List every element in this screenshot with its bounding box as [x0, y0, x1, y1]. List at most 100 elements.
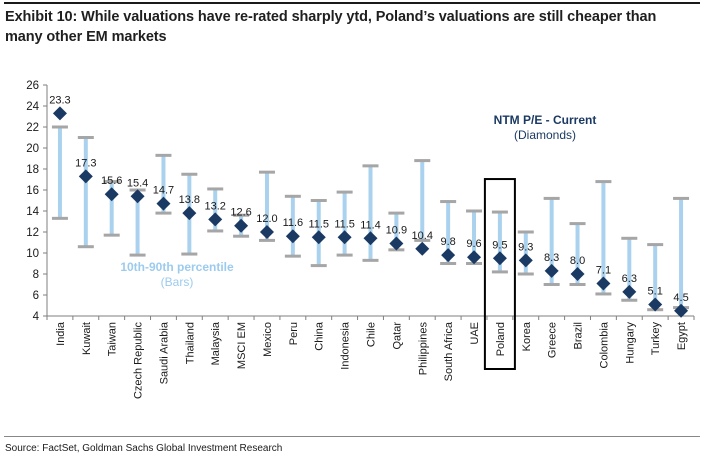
percentile-cap-top [103, 180, 120, 184]
current-pe-diamond [389, 236, 404, 251]
current-pe-label: 10.4 [412, 230, 433, 242]
percentile-cap-top [77, 136, 94, 139]
percentile-cap-bottom [517, 272, 534, 276]
y-tick-label: 14 [26, 206, 39, 218]
percentile-cap-top [543, 196, 560, 200]
y-tick-label: 6 [33, 290, 39, 302]
current-pe-label: 12.0 [256, 213, 277, 225]
title-rule [4, 2, 700, 4]
footer-rule [4, 436, 700, 437]
current-pe-diamond [492, 251, 507, 266]
percentile-cap-top [491, 210, 508, 214]
chart-svg: 4 6 8 10 12 14 16 18 20 22 24 26 India Kuwait Taiwan Cz… [26, 80, 695, 399]
percentile-cap-top [284, 194, 301, 198]
current-pe-label: 11.5 [334, 218, 355, 230]
x-category-label: UAE [469, 322, 481, 345]
current-pe-label: 14.7 [153, 185, 174, 197]
axes-layer: 4 6 8 10 12 14 16 18 20 22 24 26 India Kuwait Taiwan Cz… [26, 80, 695, 399]
percentile-cap-bottom [129, 253, 146, 257]
percentile-bar [523, 232, 528, 274]
percentile-bar [627, 238, 632, 301]
current-pe-label: 12.6 [230, 207, 251, 219]
percentile-cap-bottom [103, 233, 120, 237]
current-pe-diamond [337, 230, 352, 245]
percentile-bar [394, 213, 399, 250]
percentile-cap-bottom [181, 252, 198, 256]
current-pe-diamond [52, 106, 67, 121]
percentile-cap-bottom [207, 229, 224, 233]
markers-layer: 23.3 17.3 15.6 15.4 14.7 13.8 13.2 12.6 12.0 11.6… [49, 94, 689, 370]
percentile-cap-top [181, 172, 198, 176]
percentile-bar [161, 155, 166, 214]
current-pe-diamond [182, 206, 197, 221]
y-tick-label: 4 [33, 311, 40, 323]
percentile-cap-top [207, 187, 224, 191]
x-category-label: Thailand [184, 322, 196, 364]
percentile-cap-bottom [310, 264, 327, 268]
current-pe-diamond [441, 248, 456, 263]
percentile-cap-top [51, 125, 68, 129]
current-pe-diamond [596, 276, 611, 291]
current-pe-diamond [311, 230, 326, 245]
current-pe-diamond [208, 212, 223, 227]
percentile-bar [213, 188, 218, 231]
x-category-label: South Africa [443, 321, 455, 381]
current-pe-label: 6.3 [622, 273, 637, 285]
percentile-cap-bottom [362, 258, 379, 262]
source-note: Source: FactSet, Goldman Sachs Global In… [5, 443, 283, 454]
highlight-box [483, 178, 516, 370]
current-pe-label: 15.6 [101, 175, 122, 187]
markers-legend-subtitle: (Diamonds) [514, 128, 576, 142]
percentile-bar [420, 160, 425, 241]
current-pe-label: 9.8 [440, 236, 455, 248]
current-pe-diamond [674, 303, 689, 318]
current-pe-diamond [544, 263, 559, 278]
current-pe-diamond [415, 241, 430, 256]
percentile-cap-top [647, 243, 664, 247]
x-category-label: Mexico [262, 322, 274, 357]
x-category-label: Philippines [417, 322, 429, 376]
percentile-cap-bottom [595, 292, 612, 296]
x-category-label: Turkey [650, 322, 662, 356]
x-category-label: Taiwan [107, 322, 119, 356]
current-pe-label: 9.3 [518, 241, 533, 253]
current-pe-label: 4.5 [673, 292, 688, 304]
x-category-label: Chile [366, 322, 378, 347]
percentile-bar [57, 127, 62, 219]
percentile-cap-top [466, 209, 483, 213]
percentile-cap-top [310, 199, 327, 202]
current-pe-label: 9.6 [466, 238, 481, 250]
x-category-label: India [55, 321, 67, 346]
x-category-label: Colombia [598, 321, 610, 368]
percentile-bar [446, 201, 451, 264]
percentile-bar [549, 198, 554, 285]
current-pe-label: 10.9 [386, 225, 407, 237]
percentile-bar [601, 181, 606, 294]
current-pe-label: 13.2 [205, 200, 226, 212]
x-category-label: MSCI EM [236, 322, 248, 369]
percentile-bar [497, 212, 502, 272]
y-tick-label: 20 [26, 143, 39, 155]
percentile-cap-top [517, 230, 534, 234]
current-pe-label: 15.4 [127, 177, 148, 189]
percentile-cap-top [336, 190, 353, 194]
x-category-label: Egypt [676, 322, 688, 350]
current-pe-diamond [622, 284, 637, 299]
current-pe-label: 8.3 [544, 252, 559, 264]
percentile-bar [109, 181, 114, 236]
percentile-bar [83, 137, 88, 247]
current-pe-label: 5.1 [648, 285, 663, 297]
percentile-cap-bottom [336, 253, 353, 257]
percentile-cap-bottom [543, 283, 560, 286]
current-pe-label: 23.3 [49, 94, 70, 106]
y-tick-label: 10 [26, 248, 39, 260]
y-tick-label: 24 [26, 101, 39, 113]
percentile-cap-top [233, 213, 250, 217]
x-category-label: Poland [495, 322, 507, 356]
markers-legend-title: NTM P/E - Current [494, 113, 597, 127]
percentile-bar [472, 211, 477, 264]
percentile-cap-top [155, 153, 172, 157]
current-pe-label: 9.5 [492, 239, 507, 251]
current-pe-label: 11.6 [283, 217, 304, 229]
x-category-label: Hungary [624, 322, 636, 364]
